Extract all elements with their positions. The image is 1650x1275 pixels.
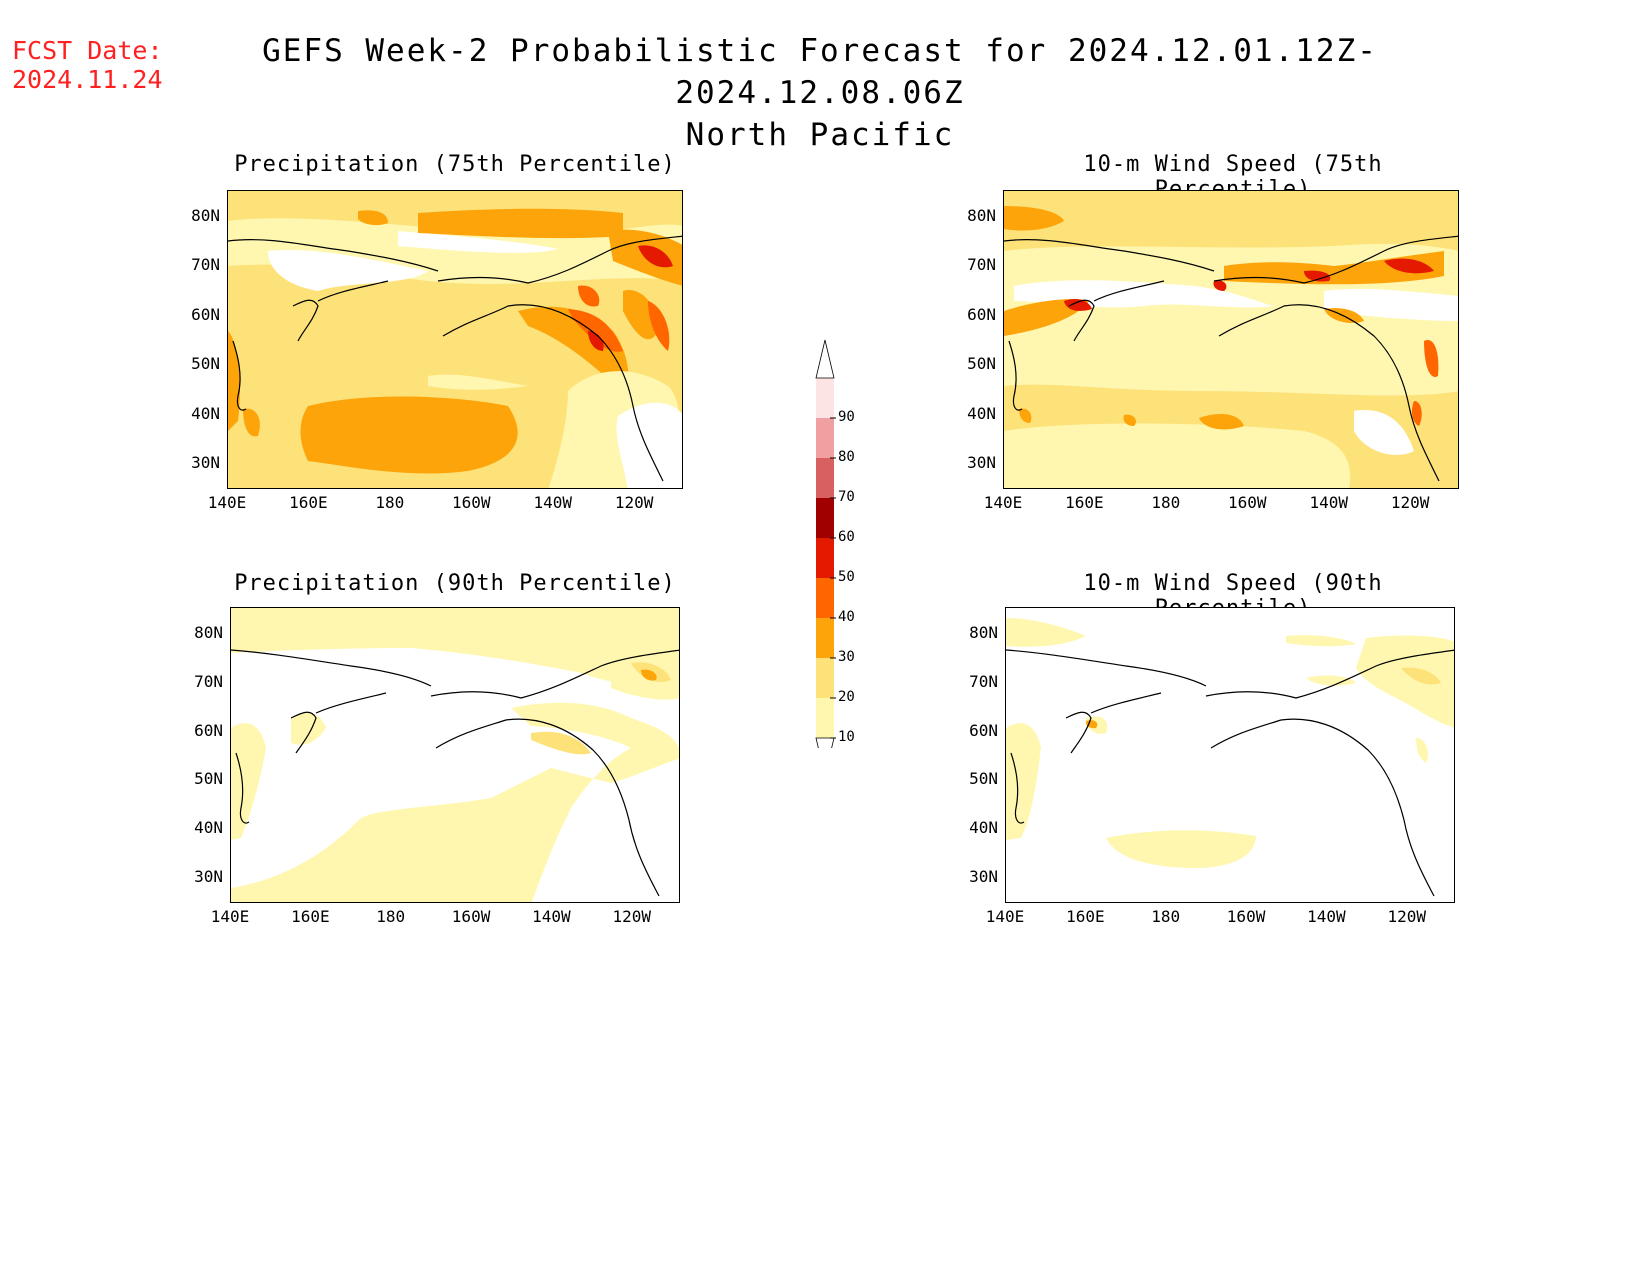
colorbar-level-label: 30	[838, 649, 855, 665]
lat-tick-label: 80N	[191, 206, 220, 225]
colorbar-level-label: 40	[838, 609, 855, 625]
lon-tick-label: 140W	[1309, 493, 1348, 512]
lat-tick-label: 40N	[191, 403, 220, 423]
colorbar-swatch	[816, 698, 834, 738]
colorbar-svg	[815, 339, 836, 777]
lat-tick-label: 60N	[967, 304, 996, 324]
colorbar-level-label: 60	[838, 529, 855, 545]
lon-tick-label: 120W	[614, 493, 654, 512]
lon-tick-label: 120W	[612, 907, 652, 926]
colorbar-level-label: 50	[838, 569, 855, 585]
lon-tick-label: 140E	[207, 493, 247, 512]
lon-tick-label: 140W	[1307, 907, 1346, 926]
lon-tick-label: 120W	[1390, 493, 1430, 512]
colorbar-level-label: 10	[838, 729, 855, 745]
lat-tick-label: 80N	[194, 623, 223, 642]
lat-tick-label: 40N	[967, 403, 996, 423]
colorbar-swatch	[816, 618, 834, 658]
map-svg-precip75	[228, 191, 682, 488]
lat-tick-label: 60N	[191, 304, 220, 324]
lat-tick-label: 50N	[967, 354, 996, 374]
map-svg-precip90	[231, 608, 679, 902]
lon-tick-label: 160E	[1065, 493, 1104, 512]
lat-tick-label: 70N	[191, 255, 220, 275]
lon-tick-label: 140W	[533, 493, 572, 512]
lon-tick-label: 160E	[291, 907, 330, 926]
lat-tick-label: 30N	[194, 867, 223, 886]
lon-tick-label: 160W	[1226, 907, 1266, 926]
colorbar-swatch	[816, 658, 834, 698]
colorbar-swatch	[816, 378, 834, 418]
colorbar-swatch	[816, 418, 834, 458]
colorbar-bottom-arrow	[815, 737, 835, 777]
panel-title-precip90: Precipitation (90th Percentile)	[234, 571, 676, 596]
colorbar-level-label: 80	[838, 449, 855, 465]
lat-tick-label: 80N	[969, 623, 998, 642]
region-title: North Pacific	[685, 117, 955, 153]
lat-tick-label: 50N	[969, 769, 998, 789]
lat-tick-label: 30N	[969, 867, 998, 886]
lat-tick-label: 50N	[191, 354, 220, 374]
panel-title-precip75: Precipitation (75th Percentile)	[234, 152, 676, 177]
lon-tick-label: 180	[376, 907, 406, 926]
lon-tick-label: 140E	[983, 493, 1023, 512]
lon-tick-label: 160W	[1228, 493, 1267, 512]
colorbar-swatch	[816, 538, 834, 578]
map-precip75	[227, 190, 683, 489]
lon-tick-label: 140W	[532, 907, 571, 926]
lat-tick-label: 80N	[967, 206, 996, 225]
lon-tick-label: 160E	[1066, 907, 1105, 926]
lat-tick-label: 50N	[194, 769, 223, 789]
lat-tick-label: 70N	[194, 671, 223, 691]
colorbar-swatch	[816, 458, 834, 498]
colorbar-top-arrow	[815, 339, 835, 379]
map-svg-wind90	[1006, 608, 1454, 902]
forecast-date-value: 2024.11.24	[12, 65, 163, 94]
lon-tick-label: 140E	[210, 907, 250, 926]
lat-tick-label: 70N	[967, 255, 996, 275]
lat-tick-label: 40N	[969, 818, 998, 838]
lon-tick-label: 160W	[451, 907, 491, 926]
forecast-date: FCST Date: 2024.11.24	[12, 36, 163, 94]
lat-tick-label: 40N	[194, 818, 223, 838]
lon-tick-label: 180	[375, 493, 405, 512]
colorbar-swatch	[816, 498, 834, 538]
page-title: GEFS Week-2 Probabilistic Forecast for 2…	[170, 30, 1470, 156]
lat-tick-label: 30N	[191, 453, 220, 472]
map-wind75	[1003, 190, 1459, 489]
lat-tick-label: 60N	[194, 720, 223, 740]
colorbar-level-label: 20	[838, 689, 855, 705]
lat-tick-label: 30N	[967, 453, 996, 472]
lat-tick-label: 60N	[969, 720, 998, 740]
lon-tick-label: 140E	[985, 907, 1025, 926]
forecast-date-label: FCST Date:	[12, 36, 163, 65]
lon-tick-label: 180	[1151, 907, 1181, 926]
main-title: GEFS Week-2 Probabilistic Forecast for 2…	[262, 33, 1378, 111]
lon-tick-label: 180	[1151, 493, 1181, 512]
lon-tick-label: 120W	[1387, 907, 1427, 926]
map-wind90	[1005, 607, 1455, 903]
colorbar-level-label: 70	[838, 489, 855, 505]
colorbar: 10 20 30 40 50 60 70 80 90	[800, 338, 860, 777]
map-precip90	[230, 607, 680, 903]
colorbar-swatch	[816, 578, 834, 618]
lon-tick-label: 160E	[289, 493, 328, 512]
lon-tick-label: 160W	[452, 493, 491, 512]
map-svg-wind75	[1004, 191, 1458, 488]
lat-tick-label: 70N	[969, 671, 998, 691]
colorbar-level-label: 90	[838, 409, 855, 425]
